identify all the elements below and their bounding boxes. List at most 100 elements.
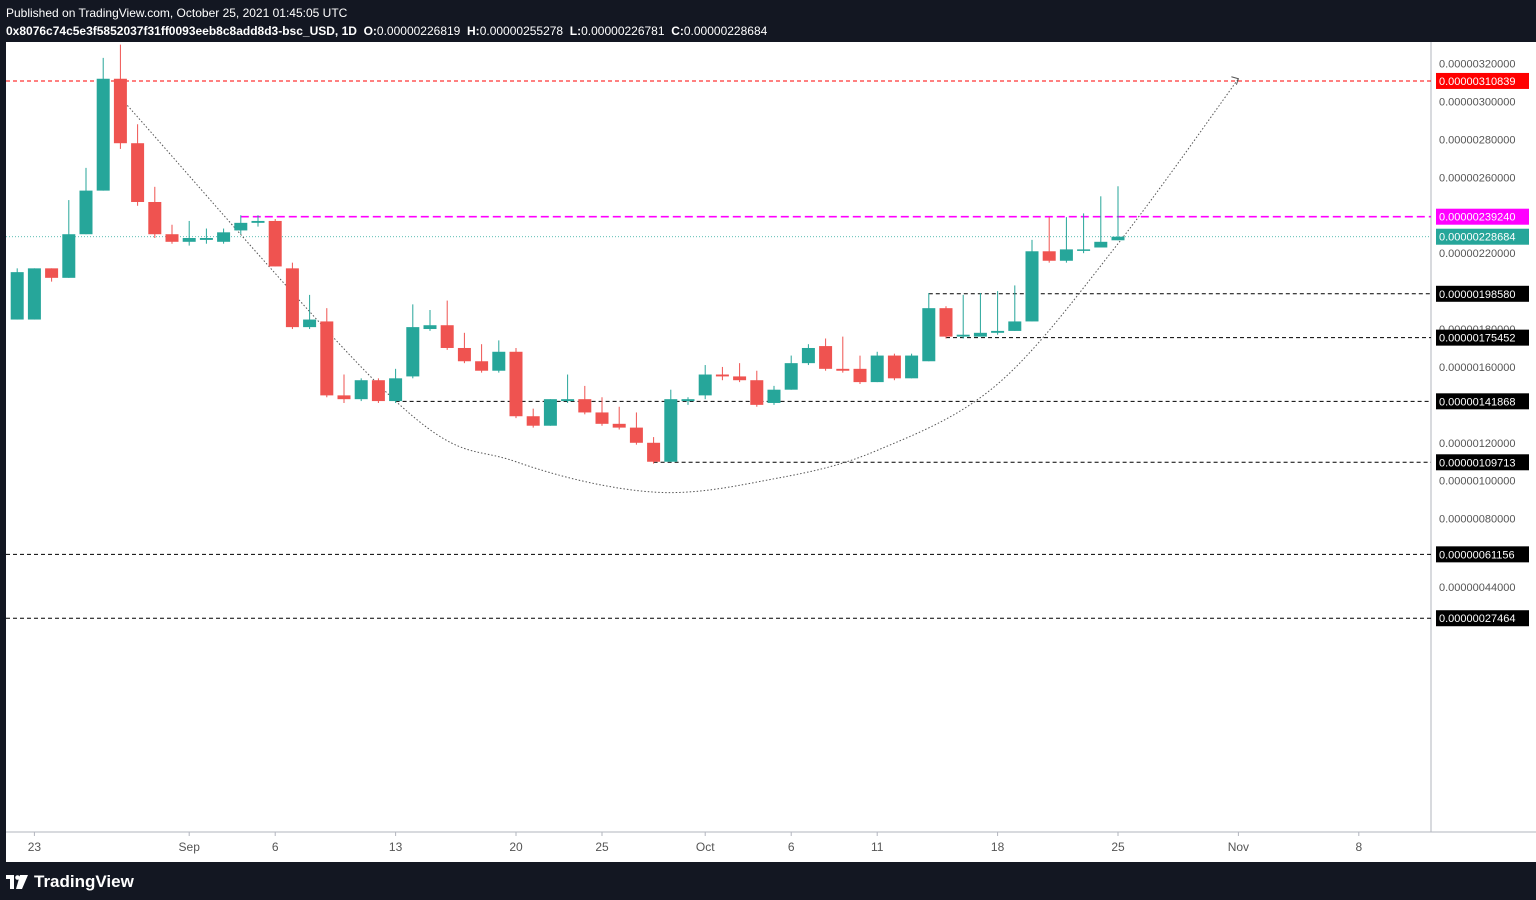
candle-body-up bbox=[543, 399, 557, 426]
candle-body-down bbox=[285, 268, 299, 328]
candle-body-down bbox=[371, 380, 385, 402]
candle-body-up bbox=[251, 220, 265, 223]
low-value: 0.00000226781 bbox=[581, 24, 665, 38]
candle-body-up bbox=[905, 355, 919, 379]
cup-curve-arrowhead bbox=[1231, 76, 1240, 85]
price-level-label-bg bbox=[1436, 610, 1529, 627]
price-level-label-bg bbox=[1436, 208, 1529, 225]
candle-body-down bbox=[509, 351, 523, 417]
candle-body-up bbox=[1094, 241, 1108, 248]
price-level-label: 0.00000175452 bbox=[1439, 333, 1515, 345]
price-level-label: 0.00000228684 bbox=[1439, 232, 1515, 244]
time-tick-label: 11 bbox=[871, 840, 884, 854]
price-level-label: 0.00000109713 bbox=[1439, 457, 1515, 469]
candle-body-down bbox=[733, 376, 747, 381]
time-tick-label: 6 bbox=[788, 840, 795, 854]
candle-body-up bbox=[991, 330, 1005, 333]
price-level-label-bg bbox=[1436, 329, 1529, 346]
chart-area[interactable]: 0.000004200000.000004000000.000003800000… bbox=[6, 42, 1536, 862]
candle-body-down bbox=[629, 427, 643, 443]
open-label: O: bbox=[363, 24, 377, 38]
candle-body-up bbox=[956, 334, 970, 337]
time-tick-label: 25 bbox=[595, 840, 609, 854]
price-level-label-bg bbox=[1436, 393, 1529, 410]
candlestick-chart[interactable]: 0.000004200000.000004000000.000003800000… bbox=[6, 42, 1536, 862]
price-level-label-bg bbox=[1436, 454, 1529, 471]
open-value: 0.00000226819 bbox=[376, 24, 461, 38]
time-tick-label: 8 bbox=[1355, 840, 1362, 854]
price-level-label: 0.00000310839 bbox=[1439, 76, 1515, 88]
time-tick-label: Oct bbox=[696, 840, 715, 854]
candle-body-up bbox=[27, 268, 41, 320]
candle-body-down bbox=[337, 395, 351, 400]
candle-body-down bbox=[45, 268, 59, 278]
time-tick-label: 25 bbox=[1111, 840, 1125, 854]
candle-body-up bbox=[96, 78, 110, 191]
candle-body-down bbox=[595, 412, 609, 424]
price-tick-label: 0.00000260000 bbox=[1439, 172, 1515, 184]
candle-body-up bbox=[698, 374, 712, 396]
candle-body-up bbox=[681, 399, 695, 402]
candle-body-up bbox=[182, 238, 196, 242]
candle-body-down bbox=[853, 368, 867, 383]
candle-body-up bbox=[492, 351, 506, 371]
time-tick-label: Sep bbox=[179, 840, 201, 854]
price-tick-label: 0.00000080000 bbox=[1439, 514, 1515, 526]
candle-body-up bbox=[217, 232, 231, 242]
tradingview-logo[interactable]: TradingView bbox=[6, 872, 134, 892]
candle-body-down bbox=[750, 380, 764, 405]
time-tick-label: 13 bbox=[389, 840, 403, 854]
candle-body-up bbox=[199, 238, 213, 240]
price-level-label-bg bbox=[1436, 285, 1529, 302]
candle-body-up bbox=[303, 319, 317, 328]
published-caption: Published on TradingView.com, October 25… bbox=[6, 6, 348, 20]
candle-body-up bbox=[406, 327, 420, 377]
tradingview-brand: TradingView bbox=[34, 872, 134, 891]
price-level-label-bg bbox=[1436, 72, 1529, 89]
candle-body-up bbox=[62, 234, 76, 278]
candle-body-down bbox=[475, 361, 489, 371]
price-tick-label: 0.00000300000 bbox=[1439, 97, 1515, 109]
candle-body-up bbox=[801, 347, 815, 364]
candle-body-up bbox=[1008, 321, 1022, 331]
candle-body-up bbox=[1077, 249, 1091, 251]
candle-body-down bbox=[148, 201, 162, 235]
candle-body-down bbox=[819, 346, 833, 369]
candle-body-up bbox=[973, 332, 987, 337]
price-level-label: 0.00000239240 bbox=[1439, 212, 1515, 224]
candle-body-up bbox=[561, 399, 575, 402]
candle-body-up bbox=[354, 380, 368, 400]
time-tick-label: 6 bbox=[272, 840, 279, 854]
time-tick-label: Nov bbox=[1228, 840, 1249, 854]
low-label: L: bbox=[569, 24, 582, 38]
price-level-label: 0.00000141868 bbox=[1439, 396, 1515, 408]
candle-body-up bbox=[664, 399, 678, 462]
tradingview-logo-icon bbox=[6, 875, 28, 889]
candle-body-up bbox=[922, 308, 936, 362]
candle-body-down bbox=[440, 325, 454, 348]
candle-body-down bbox=[131, 143, 145, 202]
candle-body-up bbox=[767, 389, 781, 403]
price-level-label: 0.00000027464 bbox=[1439, 613, 1515, 625]
price-tick-label: 0.00000100000 bbox=[1439, 476, 1515, 488]
candle-body-down bbox=[113, 78, 127, 144]
candle-body-up bbox=[870, 355, 884, 383]
candle-body-down bbox=[320, 321, 334, 396]
footer: TradingView bbox=[0, 862, 1536, 900]
candle-body-down bbox=[1042, 251, 1056, 261]
cup-curve-drawing bbox=[120, 78, 1239, 494]
price-tick-label: 0.00000320000 bbox=[1439, 59, 1515, 71]
candle-body-up bbox=[79, 190, 93, 235]
ohlc-header: 0x8076c74c5e3f5852037f31ff0093eeb8c8add8… bbox=[6, 24, 767, 38]
candle-body-down bbox=[939, 308, 953, 337]
candle-body-down bbox=[612, 423, 626, 428]
candle-body-up bbox=[784, 363, 798, 390]
symbol-label: 0x8076c74c5e3f5852037f31ff0093eeb8c8add8… bbox=[6, 24, 357, 38]
high-value: 0.00000255278 bbox=[479, 24, 564, 38]
candle-body-down bbox=[836, 368, 850, 371]
candle-body-down bbox=[715, 374, 729, 377]
close-label: C: bbox=[671, 24, 684, 38]
price-tick-label: 0.00000220000 bbox=[1439, 248, 1515, 260]
candle-body-up bbox=[1111, 236, 1125, 241]
candle-body-down bbox=[165, 234, 179, 242]
